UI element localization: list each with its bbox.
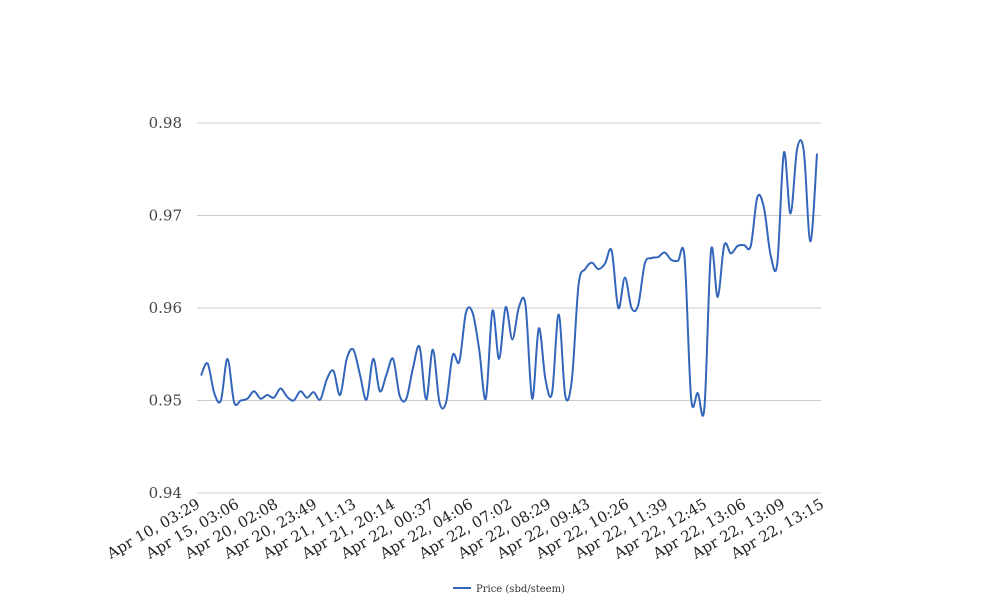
y-tick-label: 0.98 [149,114,182,132]
y-tick-label: 0.95 [149,392,182,410]
series-layer [200,139,818,417]
y-tick-label: 0.97 [149,207,182,225]
legend[interactable]: Price (sbd/steem) [453,584,565,595]
legend-label: Price (sbd/steem) [476,584,565,595]
y-tick-label: 0.94 [149,484,182,502]
grid-layer [197,122,821,494]
series-line[interactable] [200,139,818,417]
y-tick-label: 0.96 [149,299,182,317]
y-axis: 0.94 0.95 0.96 0.97 0.98 [149,114,182,502]
